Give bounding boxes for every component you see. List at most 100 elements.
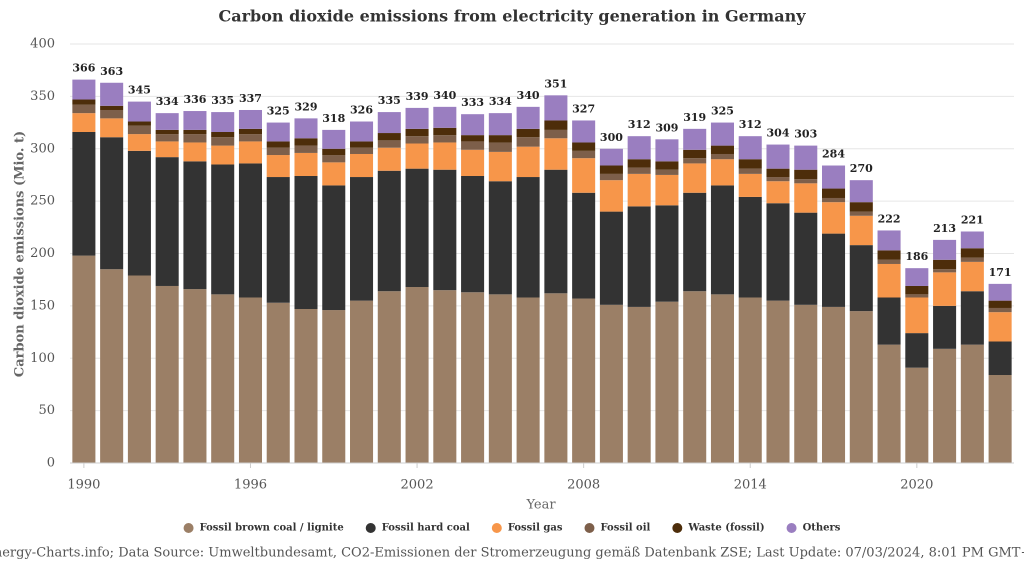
x-tick-label: 2020 xyxy=(900,478,933,493)
bar-segment xyxy=(516,146,540,178)
total-label: 312 xyxy=(739,118,762,131)
bar-segment xyxy=(794,179,818,184)
y-tick-label: 150 xyxy=(30,298,55,313)
bar-segment xyxy=(877,263,901,298)
bar-segment xyxy=(461,175,485,293)
bar-segment xyxy=(350,177,374,301)
total-label: 335 xyxy=(211,94,234,107)
bar-segment xyxy=(377,112,401,134)
x-tick-label: 1996 xyxy=(234,478,267,493)
bar-segment xyxy=(294,309,318,463)
y-tick-label: 100 xyxy=(30,351,55,366)
y-axis-title: Carbon dioxide emissions (Mio. t) xyxy=(13,131,28,377)
bar-segment xyxy=(72,99,96,105)
total-label: 337 xyxy=(239,92,262,105)
bar-segment xyxy=(127,275,151,463)
total-label: 336 xyxy=(183,93,206,106)
bar-segment xyxy=(683,158,707,164)
bar-segment xyxy=(100,269,124,463)
bar-segment xyxy=(627,173,651,207)
bar-segment xyxy=(627,206,651,307)
bar-segment xyxy=(155,129,179,135)
bar-segment xyxy=(544,129,568,139)
bar-segment xyxy=(766,300,790,463)
bar-segment xyxy=(488,113,512,136)
total-label: 339 xyxy=(406,90,429,103)
bar-segment xyxy=(905,297,929,334)
bar-segment xyxy=(683,163,707,193)
bar-segment xyxy=(599,211,623,305)
bar-segment xyxy=(572,120,596,143)
bar-segment xyxy=(849,211,873,216)
bar-segment xyxy=(238,134,262,142)
bar-segment xyxy=(127,101,151,122)
bar-segment xyxy=(794,169,818,180)
bar-segment xyxy=(211,112,235,132)
bar-segment xyxy=(433,106,457,128)
x-tick-label: 1990 xyxy=(67,478,100,493)
legend-label: Waste (fossil) xyxy=(687,523,764,534)
bar-segment xyxy=(322,155,346,163)
bar-segment xyxy=(100,82,124,106)
bar-segment xyxy=(766,177,790,182)
bar-segment xyxy=(211,294,235,463)
bar-segment xyxy=(294,138,318,146)
bar-segment xyxy=(766,168,790,178)
bar-segment xyxy=(877,230,901,251)
bar-segment xyxy=(155,285,179,463)
bar-segment xyxy=(461,292,485,463)
bar-segment xyxy=(544,293,568,463)
bar-segment xyxy=(266,122,290,142)
bar-segment xyxy=(738,173,762,197)
x-axis-title: Year xyxy=(525,498,556,513)
bar-segment xyxy=(794,304,818,463)
bar-segment xyxy=(988,375,1012,463)
total-label: 270 xyxy=(850,162,873,175)
bar-segment xyxy=(822,197,846,203)
bar-segment xyxy=(738,168,762,174)
bar-segment xyxy=(238,128,262,135)
bar-segment xyxy=(100,118,124,138)
total-label: 335 xyxy=(378,94,401,107)
bar-segment xyxy=(266,155,290,178)
bar-segment xyxy=(655,161,679,170)
bar-segment xyxy=(377,147,401,171)
bar-segment xyxy=(72,113,96,132)
total-label: 312 xyxy=(628,118,651,131)
bar-segment xyxy=(433,169,457,291)
bar-segment xyxy=(405,287,429,463)
bar-segment xyxy=(627,159,651,168)
bar-segment xyxy=(933,305,957,349)
bar-segment xyxy=(488,294,512,463)
bar-segment xyxy=(933,272,957,306)
bar-segment xyxy=(211,145,235,165)
total-label: 186 xyxy=(905,250,928,263)
bar-segment xyxy=(683,291,707,463)
bar-segment xyxy=(322,185,346,311)
total-label: 213 xyxy=(933,222,956,235)
bar-segment xyxy=(572,158,596,193)
bar-segment xyxy=(683,128,707,150)
total-label: 340 xyxy=(433,89,456,102)
bar-segment xyxy=(683,149,707,159)
bar-segment xyxy=(461,114,485,136)
bar-segment xyxy=(72,131,96,256)
total-label: 284 xyxy=(822,148,845,161)
bar-segment xyxy=(738,136,762,160)
bar-segment xyxy=(572,142,596,151)
bar-segment xyxy=(738,159,762,169)
bar-segment xyxy=(155,134,179,142)
bar-segment xyxy=(266,177,290,303)
bar-segment xyxy=(433,135,457,143)
bar-segment xyxy=(211,137,235,146)
bar-segment xyxy=(433,142,457,170)
bar-segment xyxy=(544,120,568,130)
bar-segment xyxy=(155,113,179,130)
legend-label: Fossil hard coal xyxy=(382,523,470,534)
legend-marker xyxy=(786,523,797,533)
bar-segment xyxy=(433,290,457,463)
bar-segment xyxy=(100,109,124,119)
y-tick-label: 0 xyxy=(47,456,55,471)
total-label: 319 xyxy=(683,111,706,124)
bar-segment xyxy=(183,111,207,130)
